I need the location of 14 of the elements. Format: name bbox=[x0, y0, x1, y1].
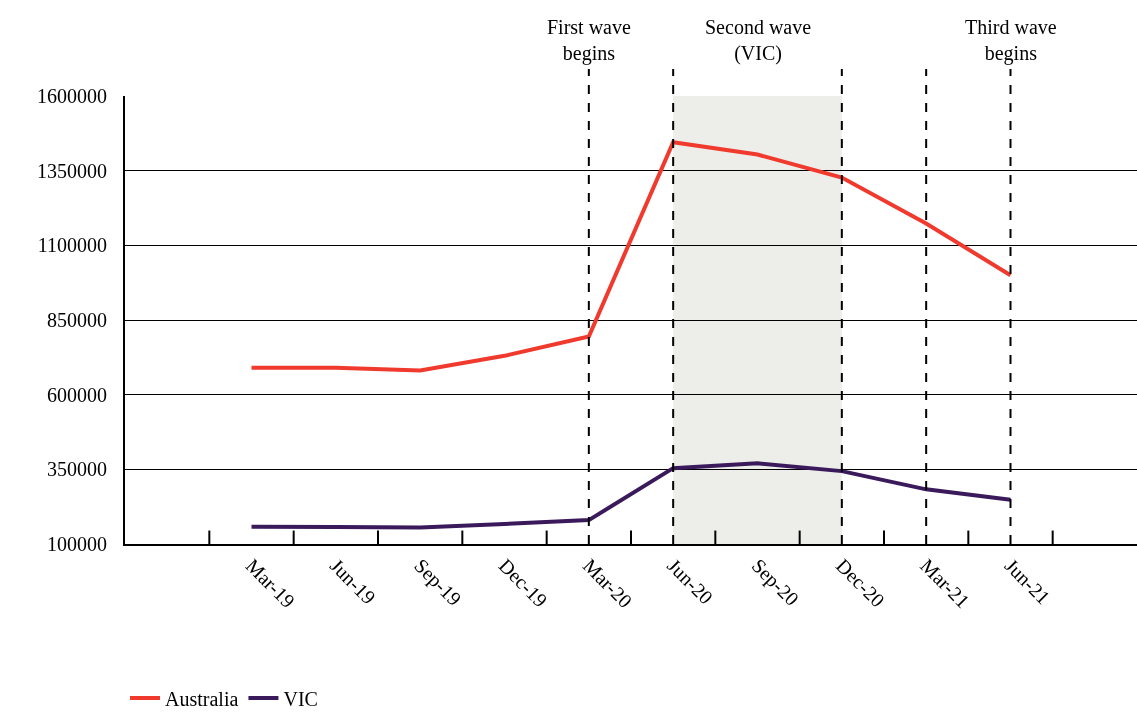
line-series bbox=[249, 461, 1013, 530]
legend-label: VIC bbox=[283, 687, 318, 710]
y-tick-label: 600000 bbox=[47, 383, 107, 406]
line-series bbox=[249, 140, 1013, 373]
ref-line-label: First wave begins bbox=[547, 16, 631, 65]
y-tick-label: 850000 bbox=[47, 309, 107, 331]
ref-line-label: Third wave begins bbox=[965, 16, 1057, 65]
y-tick-label: 1600000 bbox=[37, 85, 107, 107]
y-tick-label: 100000 bbox=[47, 533, 107, 555]
legend-label: Australia bbox=[165, 687, 239, 710]
y-tick-label: 350000 bbox=[47, 458, 107, 481]
y-tick-label: 1350000 bbox=[37, 159, 107, 182]
y-tick-label: 1100000 bbox=[37, 234, 107, 257]
band-label: Second wave (VIC) bbox=[705, 16, 812, 65]
